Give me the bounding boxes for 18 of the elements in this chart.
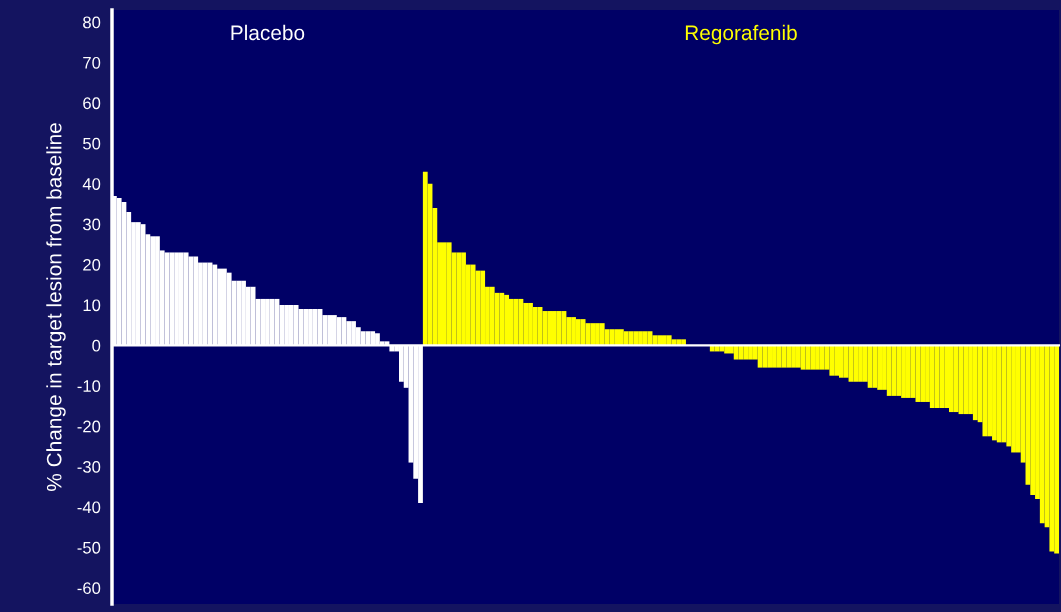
y-tick-label: -10 xyxy=(77,380,101,392)
y-axis-title: % Change in target lesion from baseline xyxy=(46,123,66,491)
y-tick-label: -60 xyxy=(77,582,101,595)
y-tick-label: 0 xyxy=(92,339,101,352)
y-tick-label: -30 xyxy=(77,461,101,473)
y-tick-label: -20 xyxy=(77,420,101,433)
y-tick-label: 30 xyxy=(82,218,101,231)
text: Regorafenib xyxy=(685,24,797,45)
y-tick-label: 20 xyxy=(83,258,101,271)
text: Placebo xyxy=(231,24,305,41)
y-tick-label: 80 xyxy=(83,16,101,29)
y-tick-label: 70 xyxy=(83,56,101,69)
y-tick-label: -40 xyxy=(77,501,101,514)
y-tick-label: -50 xyxy=(77,541,101,554)
y-tick-label: 50 xyxy=(83,137,101,150)
y-tick-label: 40 xyxy=(82,178,101,190)
y-tick-label: 60 xyxy=(83,97,101,110)
y-tick-label: 10 xyxy=(83,299,101,312)
